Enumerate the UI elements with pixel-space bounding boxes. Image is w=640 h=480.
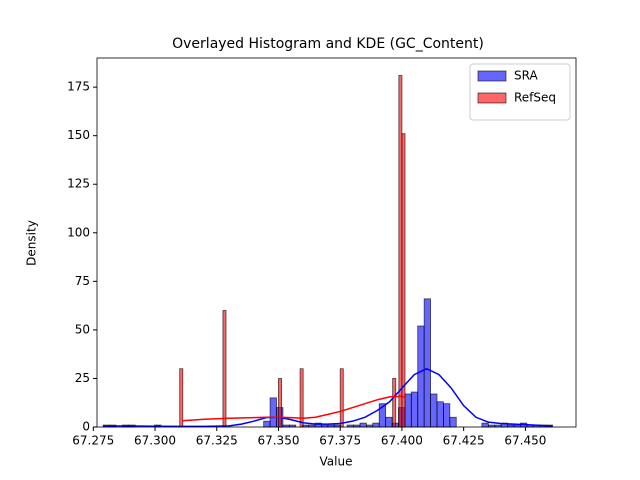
histogram-bar — [269, 397, 277, 428]
histogram-bar — [359, 422, 367, 428]
legend: SRA RefSeq — [469, 63, 571, 121]
legend-label: SRA — [514, 69, 538, 83]
histogram-bar — [417, 325, 425, 428]
histogram-bar — [392, 378, 397, 428]
histogram-bar — [481, 422, 489, 428]
x-tick-label: 67.300 — [134, 434, 176, 448]
histogram-bar — [179, 368, 184, 428]
legend-swatch — [477, 70, 507, 82]
histogram-bar — [404, 393, 412, 428]
y-tick-label: 75 — [75, 274, 90, 288]
histogram-bar — [430, 393, 438, 428]
y-tick-label: 150 — [67, 128, 90, 142]
plot-frame — [96, 57, 577, 428]
histogram-bar — [436, 401, 444, 428]
x-axis-label: Value — [320, 455, 353, 469]
x-tick-label: 67.450 — [504, 434, 546, 448]
histogram-bar — [449, 416, 457, 428]
x-tick-label: 67.325 — [196, 434, 238, 448]
y-tick-label: 125 — [67, 177, 90, 191]
chart-title: Overlayed Histogram and KDE (GC_Content) — [172, 36, 484, 52]
x-tick-label: 67.275 — [72, 434, 114, 448]
histogram-bar — [263, 420, 271, 428]
legend-swatch — [477, 92, 507, 104]
histogram-bar — [398, 75, 403, 428]
kde-line — [182, 395, 406, 422]
y-tick-label: 25 — [75, 371, 90, 385]
histogram-bar — [423, 298, 431, 428]
histogram-bar — [339, 368, 344, 428]
histogram-bar — [443, 403, 451, 428]
y-axis-label: Density — [25, 220, 39, 266]
histogram-bar — [222, 310, 227, 428]
y-tick-label: 175 — [67, 80, 90, 94]
y-tick-label: 100 — [67, 225, 90, 239]
legend-label: RefSeq — [514, 91, 556, 105]
kde-line — [103, 367, 553, 428]
x-tick-label: 67.350 — [257, 434, 299, 448]
histogram-bar — [372, 422, 380, 428]
histogram-bar — [278, 378, 282, 428]
x-tick-label: 67.425 — [443, 434, 485, 448]
histogram-bar — [385, 416, 393, 428]
x-tick-label: 67.400 — [381, 434, 423, 448]
y-tick-label: 50 — [75, 322, 90, 336]
x-tick-label: 67.375 — [319, 434, 361, 448]
histogram-bar — [410, 391, 419, 428]
y-tick-label: 0 — [82, 420, 90, 434]
histogram-bar — [401, 133, 406, 428]
